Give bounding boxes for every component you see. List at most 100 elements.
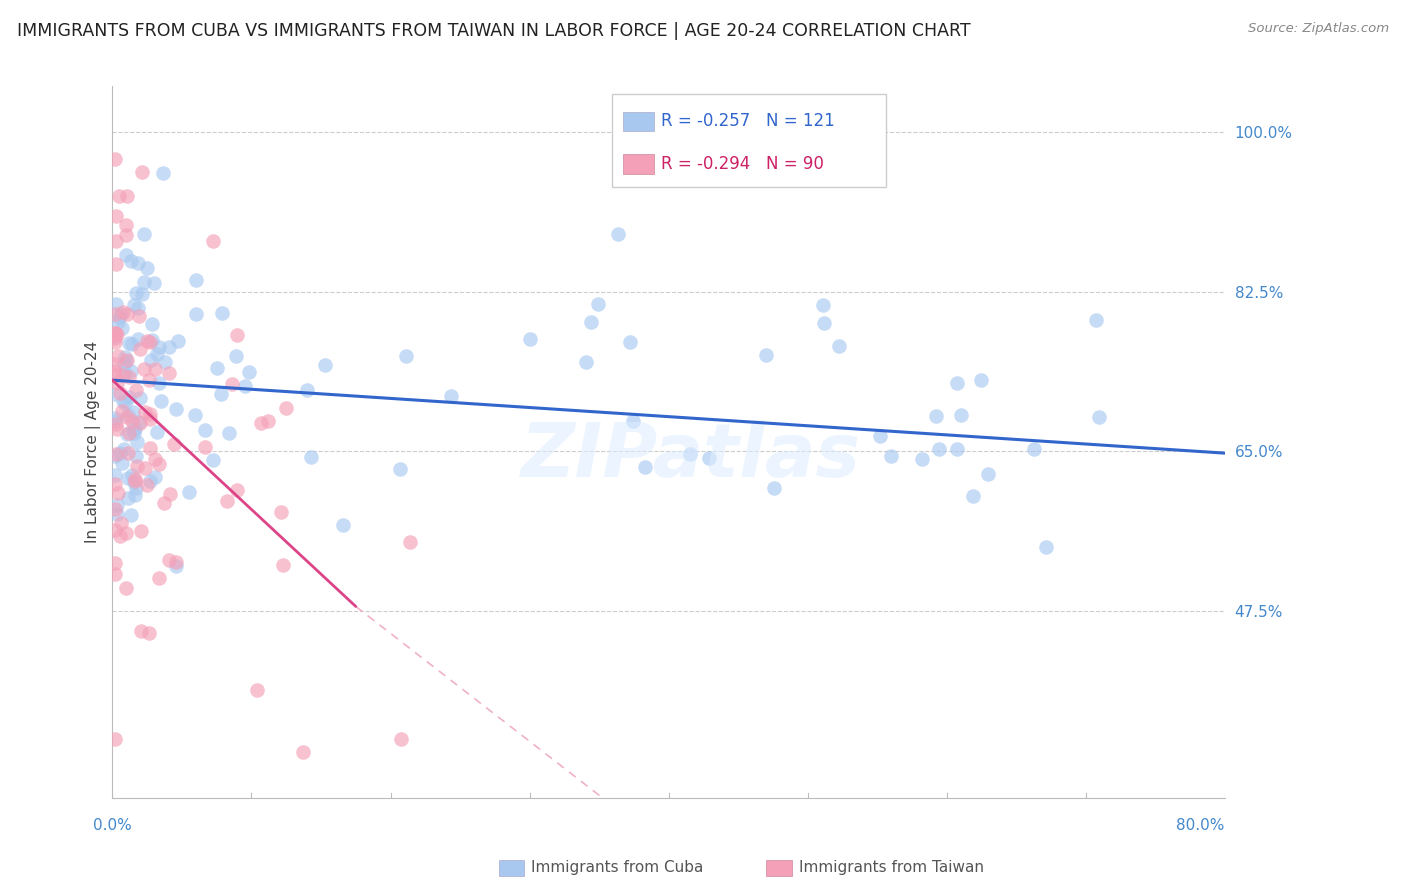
Point <box>194 423 217 437</box>
Point <box>205 361 228 376</box>
Point <box>104 523 127 537</box>
Point <box>104 297 127 311</box>
Point <box>111 321 134 335</box>
Point <box>105 326 128 341</box>
Point <box>104 335 127 350</box>
Point <box>813 317 835 331</box>
Point <box>104 467 127 482</box>
Point <box>129 416 152 430</box>
Point <box>115 227 138 242</box>
Point <box>131 287 153 301</box>
Point <box>274 401 297 416</box>
Point <box>134 460 156 475</box>
Point <box>115 354 138 368</box>
Point <box>105 423 128 437</box>
Point <box>946 442 969 457</box>
Point <box>634 459 657 474</box>
Point <box>104 387 127 401</box>
Point <box>108 189 131 203</box>
Point <box>104 153 127 167</box>
Point <box>115 410 138 425</box>
Point <box>139 352 162 367</box>
Point <box>104 364 127 378</box>
Point <box>118 369 141 384</box>
Point <box>970 373 993 387</box>
Point <box>114 366 136 380</box>
Point <box>104 556 127 570</box>
Point <box>299 450 322 464</box>
Point <box>121 337 143 351</box>
Point <box>117 390 139 404</box>
Point <box>143 451 166 466</box>
Point <box>128 310 150 324</box>
Text: Source: ZipAtlas.com: Source: ZipAtlas.com <box>1249 22 1389 36</box>
Point <box>165 402 187 417</box>
Point <box>139 442 162 456</box>
Point <box>134 227 156 242</box>
Point <box>619 335 641 350</box>
Point <box>114 218 136 232</box>
Point <box>811 298 834 312</box>
Point <box>104 450 127 464</box>
Point <box>184 408 207 422</box>
Point <box>104 209 127 223</box>
Point <box>111 304 134 318</box>
Point <box>129 524 152 538</box>
Point <box>114 247 136 261</box>
Point <box>148 340 170 354</box>
Point <box>148 571 170 585</box>
Point <box>1024 442 1046 456</box>
Point <box>159 553 181 567</box>
Point <box>135 334 157 349</box>
Point <box>1085 313 1108 327</box>
Point <box>246 682 269 697</box>
Point <box>215 494 238 508</box>
Point <box>117 352 139 367</box>
Point <box>121 254 143 268</box>
Point <box>755 348 778 362</box>
Point <box>138 474 160 488</box>
Point <box>129 342 152 356</box>
Point <box>142 276 165 290</box>
Point <box>115 525 138 540</box>
Point <box>104 501 127 516</box>
Point <box>1087 410 1109 425</box>
Point <box>122 475 145 489</box>
Point <box>202 453 225 467</box>
Point <box>122 426 145 441</box>
Point <box>165 559 187 574</box>
Point <box>127 332 149 346</box>
Point <box>250 417 273 431</box>
Point <box>911 451 934 466</box>
Point <box>135 478 157 492</box>
Point <box>104 411 127 425</box>
Point <box>233 379 256 393</box>
Point <box>104 415 127 429</box>
Point <box>762 481 785 495</box>
Point <box>292 745 315 759</box>
Point <box>152 496 174 510</box>
Point <box>107 349 129 363</box>
Point <box>104 357 127 371</box>
Point <box>145 425 167 439</box>
Point <box>129 392 152 406</box>
Point <box>389 732 412 747</box>
Point <box>440 389 463 403</box>
Point <box>111 368 134 382</box>
Point <box>519 332 541 346</box>
Point <box>125 481 148 495</box>
Point <box>120 364 142 378</box>
Point <box>122 422 145 436</box>
Point <box>115 427 138 442</box>
Point <box>138 335 160 350</box>
Point <box>679 447 702 461</box>
Point <box>112 357 135 371</box>
Point <box>389 462 412 476</box>
Point <box>108 385 131 400</box>
Point <box>143 362 166 376</box>
Point <box>128 415 150 429</box>
Point <box>167 334 190 349</box>
Point <box>314 358 336 372</box>
Point <box>607 227 630 241</box>
Point <box>869 428 891 442</box>
